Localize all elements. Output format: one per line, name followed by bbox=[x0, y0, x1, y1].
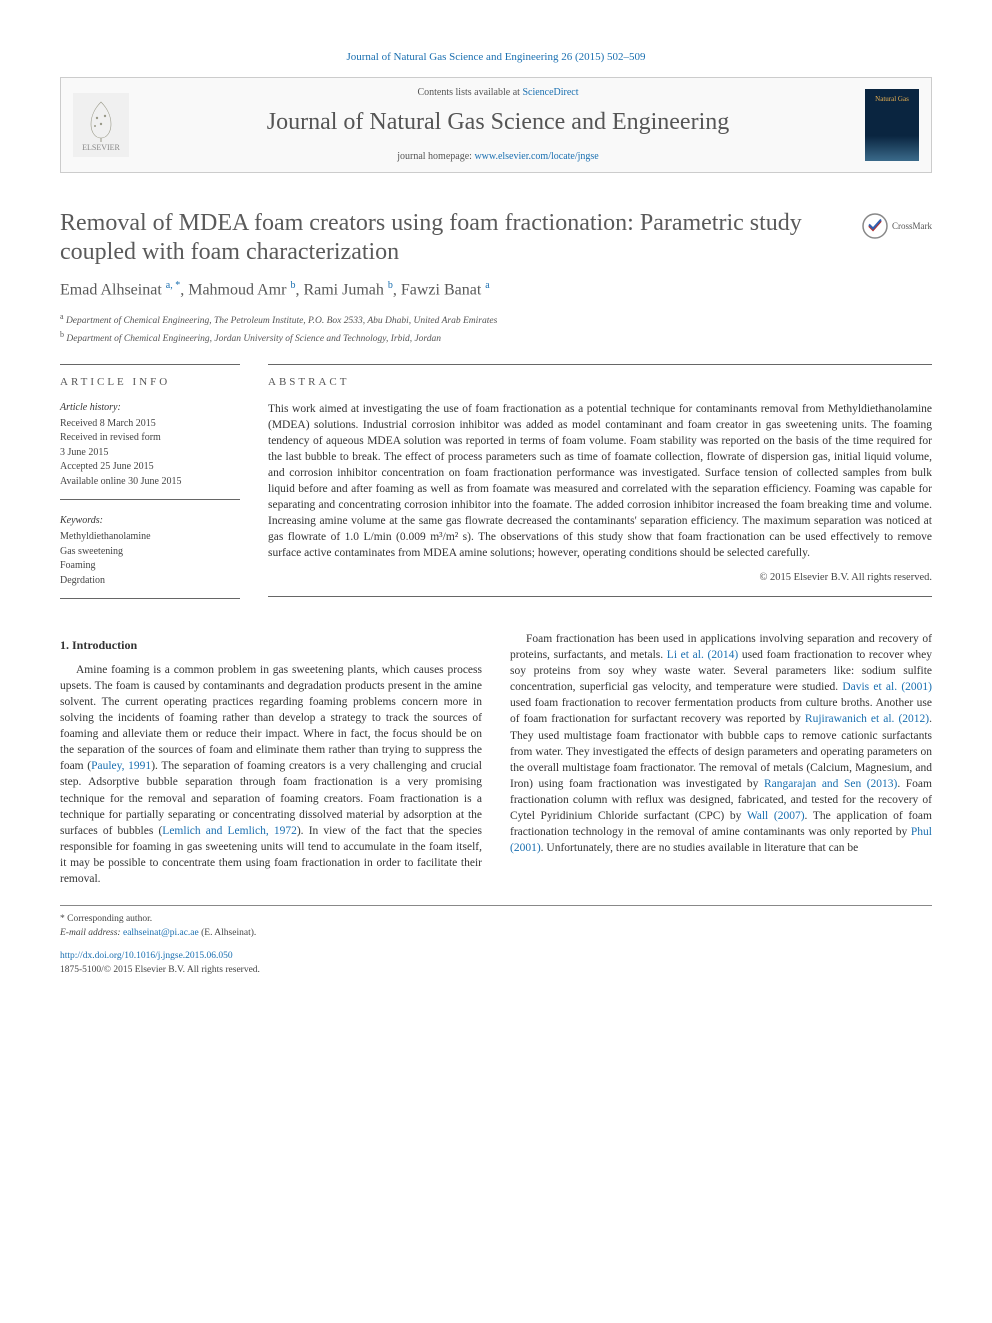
keyword-item: Degrdation bbox=[60, 574, 240, 589]
intro-paragraph-2: Foam fractionation has been used in appl… bbox=[510, 631, 932, 856]
email-author-suffix: (E. Alhseinat). bbox=[199, 928, 257, 938]
corresponding-label: * Corresponding author. bbox=[60, 912, 932, 926]
ref-li-2014[interactable]: Li et al. (2014) bbox=[667, 649, 738, 661]
article-history: Received 8 March 2015 Received in revise… bbox=[60, 417, 240, 501]
abstract-block: ABSTRACT This work aimed at investigatin… bbox=[268, 364, 932, 599]
crossmark-icon bbox=[862, 213, 888, 239]
article-info-block: ARTICLE INFO Article history: Received 8… bbox=[60, 364, 240, 599]
keyword-item: Methyldiethanolamine bbox=[60, 530, 240, 545]
keywords-list: MethyldiethanolamineGas sweeteningFoamin… bbox=[60, 530, 240, 599]
article-info-heading: ARTICLE INFO bbox=[60, 364, 240, 390]
abstract-heading: ABSTRACT bbox=[268, 364, 932, 390]
email-label: E-mail address: bbox=[60, 928, 123, 938]
abstract-copyright: © 2015 Elsevier B.V. All rights reserved… bbox=[268, 571, 932, 586]
affiliation-a: Department of Chemical Engineering, The … bbox=[66, 316, 497, 326]
abstract-text: This work aimed at investigating the use… bbox=[268, 401, 932, 562]
keyword-item: Foaming bbox=[60, 559, 240, 574]
section-1-heading: 1. Introduction bbox=[60, 637, 482, 654]
ref-rangarajan-2013[interactable]: Rangarajan and Sen (2013) bbox=[764, 778, 897, 790]
article-title: Removal of MDEA foam creators using foam… bbox=[60, 209, 852, 267]
sciencedirect-link[interactable]: ScienceDirect bbox=[522, 87, 578, 98]
elsevier-logo: ELSEVIER bbox=[73, 93, 129, 157]
doi-link[interactable]: http://dx.doi.org/10.1016/j.jngse.2015.0… bbox=[60, 951, 233, 961]
crossmark-badge[interactable]: CrossMark bbox=[862, 213, 932, 239]
citation-link[interactable]: Journal of Natural Gas Science and Engin… bbox=[346, 51, 645, 63]
history-label: Article history: bbox=[60, 401, 240, 415]
elsevier-label: ELSEVIER bbox=[82, 142, 120, 153]
elsevier-tree-icon bbox=[81, 98, 121, 142]
journal-header-box: ELSEVIER Contents lists available at Sci… bbox=[60, 77, 932, 173]
corresponding-author-block: * Corresponding author. E-mail address: … bbox=[60, 905, 932, 941]
journal-homepage-line: journal homepage: www.elsevier.com/locat… bbox=[143, 150, 853, 164]
authors-list: Emad Alhseinat a, *, Mahmoud Amr b, Rami… bbox=[60, 279, 932, 302]
journal-name: Journal of Natural Gas Science and Engin… bbox=[143, 106, 853, 140]
body-text: 1. Introduction Amine foaming is a commo… bbox=[60, 631, 932, 887]
ref-rujirawanich-2012[interactable]: Rujirawanich et al. (2012) bbox=[805, 713, 929, 725]
journal-cover-thumbnail: Natural Gas bbox=[865, 89, 919, 161]
ref-davis-2001[interactable]: Davis et al. (2001) bbox=[842, 681, 932, 693]
corresponding-email-link[interactable]: ealhseinat@pi.ac.ae bbox=[123, 928, 199, 938]
keyword-item: Gas sweetening bbox=[60, 545, 240, 560]
top-citation: Journal of Natural Gas Science and Engin… bbox=[60, 50, 932, 65]
issn-copyright: 1875-5100/© 2015 Elsevier B.V. All right… bbox=[60, 963, 932, 977]
doi-block: http://dx.doi.org/10.1016/j.jngse.2015.0… bbox=[60, 949, 932, 978]
ref-pauley-1991[interactable]: Pauley, 1991 bbox=[91, 760, 151, 772]
journal-homepage-link[interactable]: www.elsevier.com/locate/jngse bbox=[474, 151, 598, 162]
affiliations: a Department of Chemical Engineering, Th… bbox=[60, 311, 932, 346]
crossmark-label: CrossMark bbox=[892, 220, 932, 233]
keywords-label: Keywords: bbox=[60, 514, 240, 528]
ref-wall-2007[interactable]: Wall (2007) bbox=[747, 810, 805, 822]
contents-available-line: Contents lists available at ScienceDirec… bbox=[143, 86, 853, 100]
affiliation-b: Department of Chemical Engineering, Jord… bbox=[66, 334, 441, 344]
ref-lemlich-1972[interactable]: Lemlich and Lemlich, 1972 bbox=[162, 825, 297, 837]
intro-paragraph-1: Amine foaming is a common problem in gas… bbox=[60, 662, 482, 887]
